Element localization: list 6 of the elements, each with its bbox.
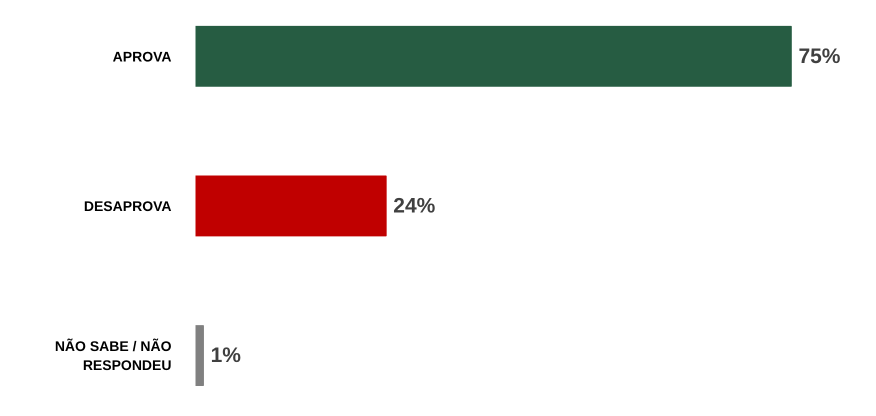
y-tick-label: DESAPROVA: [84, 198, 172, 214]
data-label: 24%: [393, 194, 436, 218]
data-label: 1%: [210, 344, 242, 368]
y-tick-label: NÃO SABE / NÃO RESPONDEU: [54, 338, 172, 374]
data-label: 75%: [798, 44, 841, 68]
y-tick-label: APROVA: [112, 48, 172, 64]
